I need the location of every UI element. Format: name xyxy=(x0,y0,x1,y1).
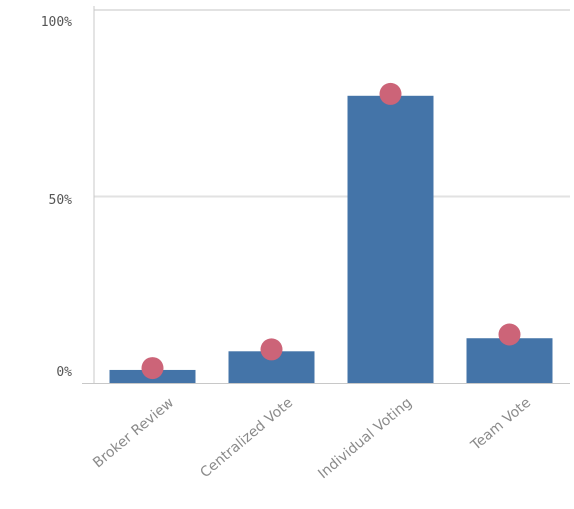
y-axis-ticks: 0% 50% 100% xyxy=(41,15,72,380)
markers xyxy=(141,82,521,380)
bar-3[interactable] xyxy=(466,338,553,383)
marker-0[interactable] xyxy=(141,357,164,380)
marker-1[interactable] xyxy=(260,338,283,361)
y-tick-label-0: 0% xyxy=(56,365,72,380)
bars xyxy=(109,95,553,383)
y-tick-label-1: 50% xyxy=(49,193,73,208)
x-tick-label-1: Centralized Vote xyxy=(197,395,296,481)
x-tick-label-3: Team Vote xyxy=(467,395,534,455)
gridlines xyxy=(94,9,570,198)
marker-3[interactable] xyxy=(498,323,521,346)
x-tick-label-2: Individual Voting xyxy=(315,395,415,482)
marker-2[interactable] xyxy=(379,82,402,105)
x-axis-labels: Broker Review Centralized Vote Individua… xyxy=(90,395,534,482)
bar-2[interactable] xyxy=(347,95,434,383)
y-tick-label-2: 100% xyxy=(41,15,72,30)
x-tick-label-0: Broker Review xyxy=(90,395,177,472)
